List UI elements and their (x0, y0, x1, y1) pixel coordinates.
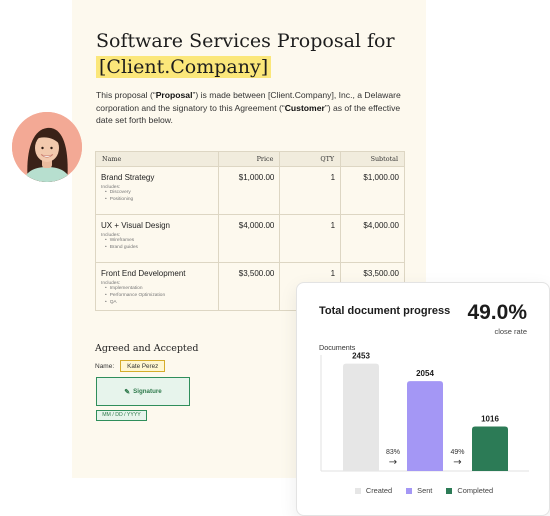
item-price: $4,000.00 (217, 214, 281, 263)
legend-swatch (406, 487, 413, 494)
include-item: Brand guides (105, 245, 213, 252)
pen-icon: ✎ (124, 388, 131, 396)
legend-label: Created (365, 486, 393, 495)
include-item: Performance Optimization (105, 293, 213, 300)
close-rate-label: close rate (494, 327, 527, 336)
chart-legend: Created Sent Completed (297, 486, 550, 495)
chart-bar-sent (407, 381, 443, 471)
item-name: Brand Strategy (101, 173, 155, 182)
intro-text-3: ”) as of the effective date set forth be… (96, 102, 401, 126)
includes-label: Includes: (101, 281, 121, 286)
chart-bar-completed (472, 426, 508, 471)
include-item: Wireframes (105, 238, 213, 245)
item-price: $3,500.00 (217, 262, 281, 311)
include-item: Implementation (105, 286, 213, 293)
agreed-accepted-heading: Agreed and Accepted (95, 343, 199, 354)
item-qty: 1 (279, 214, 342, 263)
chart-value-label: 2453 (352, 352, 370, 361)
conversion-rate-label: 49% (450, 449, 464, 456)
legend-label: Completed (457, 486, 494, 495)
item-includes: Includes: Discovery Positioning (101, 185, 213, 204)
person-avatar-icon (12, 112, 82, 182)
item-subtotal: $1,000.00 (340, 166, 405, 215)
item-subtotal: $4,000.00 (340, 214, 405, 263)
table-header-row: Name Price QTY Subtotal (95, 151, 405, 167)
name-label: Name: (95, 362, 115, 370)
client-company-placeholder[interactable]: [Client.Company] (96, 56, 272, 78)
item-includes: Includes: Wireframes Brand guides (101, 233, 213, 252)
signature-label: Signature (133, 388, 162, 395)
intro-paragraph: This proposal (“Proposal”) is made betwe… (96, 89, 414, 127)
item-name: UX + Visual Design (101, 221, 170, 230)
document-progress-card: Total document progress 49.0% close rate… (296, 282, 550, 516)
item-name: Front End Development (101, 269, 186, 278)
conversion-rate-label: 83% (386, 449, 400, 456)
legend-swatch (354, 487, 361, 494)
documents-axis-label: Documents (319, 343, 356, 352)
document-title: Software Services Proposal for [Client.C… (96, 28, 416, 80)
arrow-right-icon: → (389, 457, 397, 468)
include-item: QA (105, 300, 213, 307)
card-title: Total document progress (319, 305, 451, 317)
intro-bold-customer: Customer (284, 102, 325, 113)
intro-text-2: ”) is made between [Client.Company], Inc… (96, 90, 401, 113)
avatar (12, 112, 82, 182)
includes-label: Includes: (101, 185, 121, 190)
include-item: Positioning (105, 197, 213, 204)
date-field[interactable]: MM / DD / YYYY (96, 410, 147, 421)
legend-item-created: Created (354, 486, 393, 495)
column-header-subtotal: Subtotal (340, 151, 405, 167)
item-price: $1,000.00 (217, 166, 281, 215)
legend-item-sent: Sent (406, 486, 432, 495)
column-header-name: Name (95, 151, 219, 167)
include-item: Discovery (105, 190, 213, 197)
intro-text-1: This proposal (“ (96, 90, 156, 100)
name-field[interactable]: Kate Perez (120, 360, 166, 372)
item-includes: Includes: Implementation Performance Opt… (101, 281, 213, 306)
chart-value-label: 2054 (416, 369, 434, 378)
intro-bold-proposal: Proposal (155, 90, 193, 100)
name-row: Name: Kate Perez (95, 360, 166, 372)
close-rate-value: 49.0% (467, 301, 527, 324)
chart-value-label: 1016 (481, 415, 499, 424)
table-row[interactable]: UX + Visual Design Includes: Wireframes … (95, 214, 405, 263)
arrow-right-icon: → (453, 457, 461, 468)
legend-label: Sent (417, 486, 433, 495)
legend-item-completed: Completed (446, 486, 493, 495)
chart-bar-created (343, 363, 379, 471)
column-header-qty: QTY (279, 151, 342, 167)
signature-field[interactable]: ✎ Signature (96, 377, 190, 406)
includes-label: Includes: (101, 233, 121, 238)
legend-swatch (446, 487, 453, 494)
column-header-price: Price (217, 151, 281, 167)
item-qty: 1 (279, 166, 342, 215)
table-row[interactable]: Brand Strategy Includes: Discovery Posit… (95, 166, 405, 215)
title-prefix: Software Services Proposal for (96, 30, 395, 52)
